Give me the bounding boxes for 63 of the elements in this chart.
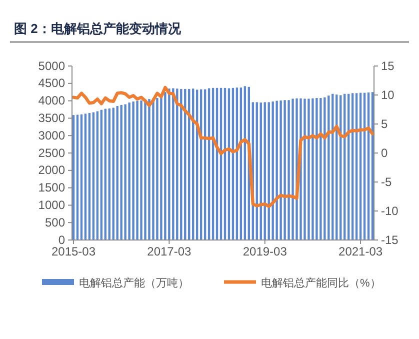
y2-tick-label: 0 — [381, 146, 388, 160]
bar — [116, 106, 118, 240]
x-tick-label: 2015-03 — [51, 244, 96, 259]
bar — [124, 104, 126, 240]
bar — [84, 114, 87, 240]
y-tick-label: 2500 — [38, 146, 66, 160]
y2-tick-label: -5 — [381, 174, 392, 189]
y2-tick-label: -10 — [381, 204, 399, 218]
y-tick-label: 500 — [44, 215, 66, 230]
bar — [104, 108, 106, 240]
y-tick-label: 4500 — [38, 76, 66, 90]
y2-tick-label: 10 — [381, 88, 395, 102]
bar — [144, 100, 146, 240]
y-tick-label: 3000 — [38, 128, 66, 142]
bar — [128, 102, 130, 240]
y2-tick-label: -15 — [381, 232, 399, 247]
line-series — [72, 86, 374, 208]
bar — [280, 100, 282, 240]
bar — [100, 110, 102, 240]
bar — [316, 98, 318, 240]
bar — [304, 98, 306, 240]
x-tick-label: 2019-03 — [242, 244, 288, 259]
bar — [80, 114, 83, 240]
y-tick-label: 1000 — [38, 198, 66, 212]
bar — [120, 104, 122, 240]
bar — [284, 100, 286, 240]
bar — [288, 100, 290, 240]
bar — [112, 108, 114, 240]
bar — [132, 101, 134, 240]
y-tick-label: 4000 — [38, 94, 66, 108]
bar — [172, 88, 174, 240]
chart-title: 图 2：电解铝总产能变动情况 — [14, 21, 182, 36]
bar — [164, 92, 166, 240]
y-tick-label: 2000 — [38, 163, 66, 178]
bar — [108, 108, 110, 240]
y-tick-label: 0 — [58, 232, 66, 247]
bar — [312, 98, 314, 240]
y2-tick-label: 5 — [381, 116, 388, 131]
bar — [320, 98, 322, 240]
bar — [152, 98, 154, 240]
bar — [140, 100, 142, 240]
y-tick-label: 3500 — [38, 111, 66, 126]
bar — [276, 100, 278, 240]
bar — [136, 100, 138, 240]
y-tick-label: 5000 — [38, 58, 66, 73]
x-tick-label: 2021-03 — [338, 244, 383, 259]
bar — [272, 101, 274, 240]
x-tick-label: 2017-03 — [147, 244, 192, 259]
legend-label: 电解铝总产能同比（%） — [261, 276, 381, 290]
bar — [92, 112, 95, 240]
bar — [308, 98, 310, 240]
y2-tick-label: 15 — [381, 58, 395, 73]
bar — [156, 98, 158, 240]
bar — [88, 112, 91, 240]
y-tick-label: 1500 — [38, 180, 66, 195]
bar — [96, 111, 99, 240]
bar — [324, 97, 326, 240]
bar — [168, 88, 170, 240]
bar — [148, 99, 150, 240]
bar — [72, 115, 75, 240]
legend-label: 电解铝总产能（万吨） — [79, 276, 189, 290]
bar — [292, 98, 294, 240]
bar — [76, 114, 79, 240]
